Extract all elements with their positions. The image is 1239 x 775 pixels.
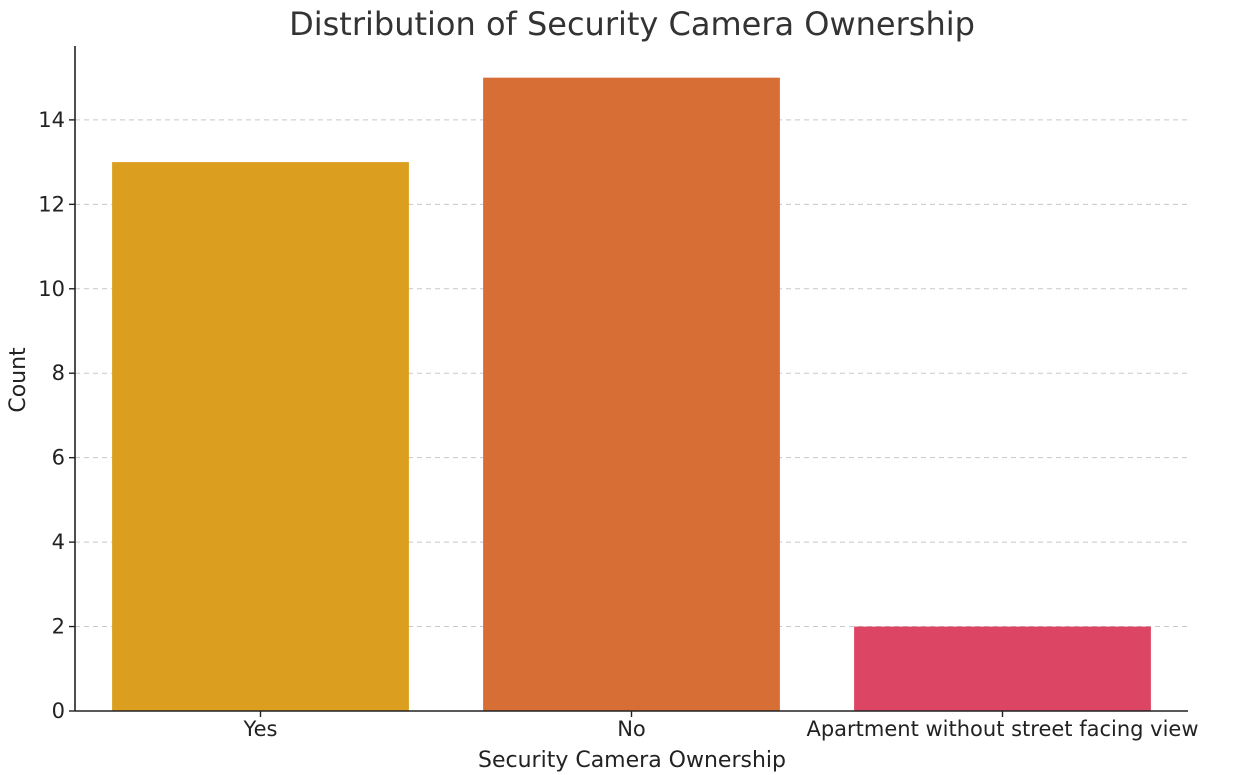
x-tick-label: No <box>617 717 646 741</box>
y-tick-label: 4 <box>52 530 65 554</box>
chart-title: Distribution of Security Camera Ownershi… <box>289 5 975 43</box>
y-tick-label: 6 <box>52 446 65 470</box>
y-tick-label: 12 <box>38 192 65 216</box>
bar-2 <box>854 626 1151 711</box>
bar-1 <box>483 77 780 711</box>
x-tick-label: Yes <box>243 717 278 741</box>
x-axis-label: Security Camera Ownership <box>478 748 786 773</box>
y-tick-label: 8 <box>52 361 65 385</box>
y-axis-ticks: 0 2 4 6 8 10 12 14 <box>38 108 75 723</box>
y-axis-label: Count <box>6 347 31 413</box>
bar-0 <box>112 162 409 712</box>
bars <box>112 77 1151 712</box>
y-tick-label: 10 <box>38 277 65 301</box>
x-axis-ticks: Yes No Apartment without street facing vie… <box>243 711 1199 741</box>
y-tick-label: 0 <box>52 699 65 723</box>
y-tick-label: 14 <box>38 108 65 132</box>
x-tick-label: Apartment without street facing view <box>806 717 1198 741</box>
y-tick-label: 2 <box>52 615 65 639</box>
